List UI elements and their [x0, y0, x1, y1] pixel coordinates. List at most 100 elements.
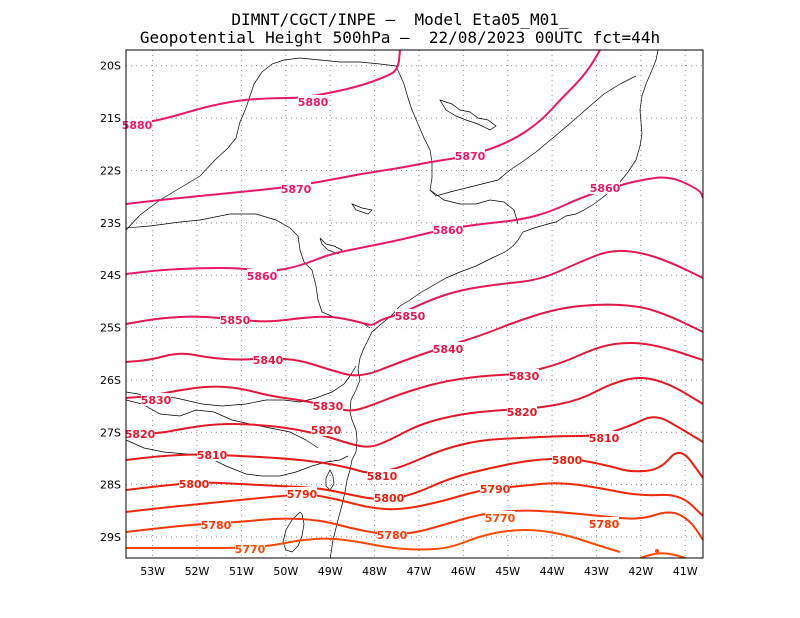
contour-label-bg	[480, 482, 510, 495]
contour-label-5850: 5850	[395, 310, 426, 323]
contour-label-bg	[374, 491, 404, 504]
lon-tick-label: 44W	[540, 565, 565, 578]
contour-label-bg	[552, 453, 582, 466]
reservoir-minor	[351, 203, 373, 215]
lat-tick-label: 29S	[100, 531, 121, 544]
contour-line-5830	[126, 342, 703, 412]
contour-label-5770: 5770	[485, 512, 516, 525]
lon-tick-label: 53W	[140, 565, 165, 578]
contour-label-5800: 5800	[552, 454, 583, 467]
contour-label-bg	[589, 517, 619, 530]
contour-label-5840: 5840	[433, 343, 464, 356]
contour-label-bg	[455, 149, 485, 162]
contour-label-5790: 5790	[287, 488, 318, 501]
contour-label-bg	[433, 223, 463, 236]
lat-tick-label: 24S	[100, 269, 121, 282]
contour-label-bg	[313, 399, 343, 412]
lat-tick-label: 26S	[100, 374, 121, 387]
contour-label-5830: 5830	[313, 400, 344, 413]
contour-label-bg	[507, 405, 537, 418]
contour-label-bg	[311, 423, 341, 436]
contour-label-bg	[197, 448, 227, 461]
contour-label-bg	[281, 182, 311, 195]
contour-line-5870	[126, 50, 601, 205]
state-border-sp-mg	[126, 57, 397, 231]
state-border-mg-es	[429, 189, 519, 225]
lat-tick-label: 20S	[100, 60, 121, 73]
lon-tick-label: 46W	[451, 565, 476, 578]
contour-label-5780: 5780	[201, 519, 232, 532]
lon-tick-label: 45W	[495, 565, 520, 578]
lat-tick-label: 25S	[100, 322, 121, 335]
contour-label-5790: 5790	[480, 483, 511, 496]
contour-line-5820	[126, 377, 703, 448]
lagoon-patos	[282, 511, 305, 553]
contour-label-bg	[253, 353, 283, 366]
contour-label-5880: 5880	[298, 96, 329, 109]
contour-label-bg	[125, 427, 155, 440]
lon-tick-label: 51W	[229, 565, 254, 578]
longitude-labels: 53W 52W 51W 50W 49W 48W 47W 46W 45W 44W 43W 42W 41W	[140, 565, 698, 578]
contour-label-bg	[590, 181, 620, 194]
lon-tick-label: 49W	[318, 565, 343, 578]
lat-tick-label: 28S	[100, 479, 121, 492]
map-title-line-2: Geopotential Height 500hPa – 22/08/2023 …	[139, 28, 661, 47]
lon-tick-label: 50W	[273, 565, 298, 578]
contour-label-bg	[433, 342, 463, 355]
contour-label-bg	[509, 369, 539, 382]
lon-tick-label: 43W	[584, 565, 609, 578]
lon-tick-label: 47W	[407, 565, 432, 578]
contour-label-5860: 5860	[590, 182, 621, 195]
lat-tick-label: 22S	[100, 164, 121, 177]
river-rs	[126, 399, 319, 449]
contour-label-5810: 5810	[589, 432, 620, 445]
contour-label-bg	[247, 269, 277, 282]
contour-label-bg	[589, 431, 619, 444]
contour-label-bg	[220, 313, 250, 326]
contour-label-bg	[367, 469, 397, 482]
lon-tick-label: 48W	[362, 565, 387, 578]
contour-line-5770	[126, 528, 621, 553]
contour-label-5880: 5880	[122, 119, 153, 132]
contour-label-5870: 5870	[455, 150, 486, 163]
contour-label-5820: 5820	[507, 406, 538, 419]
coastline	[329, 50, 659, 558]
reservoir-furnas	[439, 99, 497, 131]
contour-label-bg	[485, 511, 515, 524]
contour-labels: 5880 5880 5870 5870 5860 5860 5860 5850 5850 5840…	[122, 95, 621, 556]
contour-label-bg	[235, 542, 265, 555]
contour-label-5850: 5850	[220, 314, 251, 327]
lat-tick-label: 21S	[100, 112, 121, 125]
contour-label-bg	[141, 393, 171, 406]
contour-line-5800	[126, 451, 703, 500]
contour-label-5770: 5770	[235, 543, 266, 556]
contour-label-5830: 5830	[141, 394, 172, 407]
contour-label-5780: 5780	[377, 529, 408, 542]
contour-label-5840: 5840	[253, 354, 284, 367]
latitude-labels: 20S 21S 22S 23S 24S 25S 26S 27S 28S 29S	[100, 60, 121, 544]
contour-isolated-dot	[655, 549, 659, 553]
contour-label-bg	[298, 95, 328, 108]
contour-label-5820: 5820	[125, 428, 156, 441]
geopotential-contours	[126, 50, 703, 558]
contour-line-5770	[639, 552, 688, 558]
map-title-line-1: DIMNT/CGCT/INPE – Model Eta05_M01_	[231, 10, 569, 29]
map-frame	[125, 49, 704, 559]
contour-line-5860	[126, 176, 703, 275]
contour-label-bg	[122, 118, 152, 131]
contour-label-bg	[179, 477, 209, 490]
contour-label-5800: 5800	[179, 478, 210, 491]
state-border-pr-sc	[126, 365, 357, 407]
contour-label-bg	[201, 518, 231, 531]
contour-line-5840	[126, 303, 703, 377]
contour-line-5880	[126, 50, 401, 125]
state-border-mg-rj	[395, 65, 637, 197]
lat-tick-label: 23S	[100, 217, 121, 230]
contour-label-5810: 5810	[197, 449, 228, 462]
contour-label-bg	[287, 487, 317, 500]
contour-label-5830: 5830	[509, 370, 540, 383]
contour-label-5800: 5800	[374, 492, 405, 505]
lon-tick-label: 42W	[628, 565, 653, 578]
contour-label-5810: 5810	[367, 470, 398, 483]
